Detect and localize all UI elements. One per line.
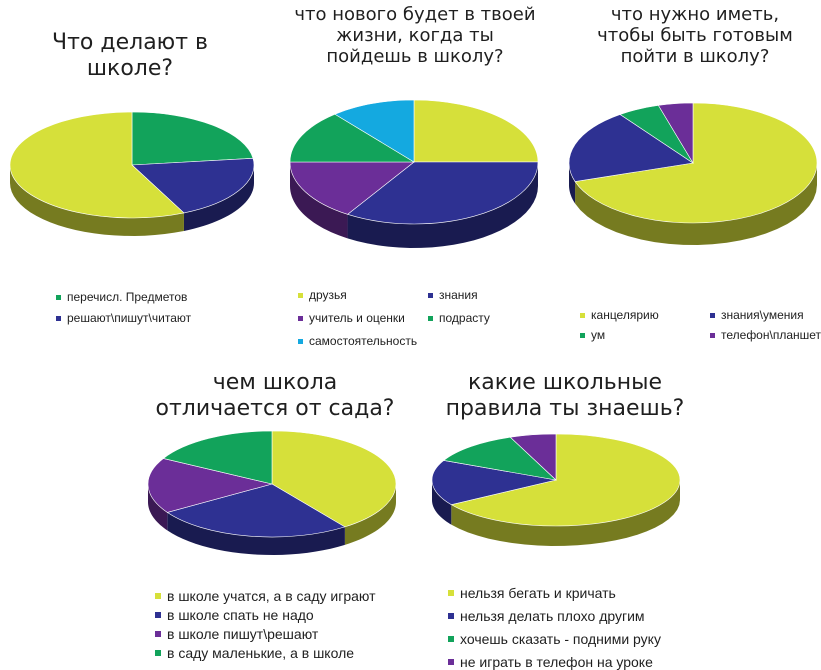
legend-item: канцелярию bbox=[580, 308, 659, 322]
legend-item: нельзя делать плохо другим bbox=[448, 608, 645, 624]
legend-item: перечисл. Предметов bbox=[56, 290, 187, 304]
legend-label: знания\умения bbox=[721, 308, 804, 322]
legend-swatch bbox=[428, 315, 433, 321]
legend-swatch bbox=[155, 650, 161, 656]
pie-slice-side bbox=[575, 163, 817, 245]
legend-label: друзья bbox=[309, 288, 347, 302]
legend-swatch bbox=[448, 590, 454, 596]
legend-label: в школе спать не надо bbox=[167, 607, 314, 623]
pie-slice-3 bbox=[289, 113, 416, 163]
legend-swatch bbox=[155, 593, 161, 599]
legend-label: в школе пишут\решают bbox=[167, 626, 319, 642]
legend-label: решают\пишут\читают bbox=[67, 311, 192, 325]
pie-slice-1 bbox=[568, 114, 694, 182]
pie-slice-2 bbox=[147, 458, 273, 513]
legend-label: телефон\планшет bbox=[721, 328, 821, 342]
pie-slice-4 bbox=[334, 99, 415, 163]
legend-item: в школе учатся, а в саду играют bbox=[155, 588, 376, 604]
legend-item: подрасту bbox=[428, 311, 490, 325]
legend-swatch bbox=[56, 294, 61, 300]
pie-slice-3 bbox=[657, 102, 694, 165]
legend-label: подрасту bbox=[439, 311, 490, 325]
legend-swatch bbox=[448, 636, 454, 642]
legend-item: учитель и оценки bbox=[298, 311, 405, 325]
legend-label: в школе учатся, а в саду играют bbox=[167, 588, 376, 604]
legend-label: не играть в телефон на уроке bbox=[460, 654, 653, 670]
legend-swatch bbox=[298, 292, 303, 298]
legend-swatch bbox=[710, 312, 715, 318]
legend-swatch bbox=[428, 292, 433, 298]
pie-slice-side bbox=[148, 484, 168, 531]
chart-title: чем школа отличается от сада? bbox=[155, 370, 395, 421]
pie-slice-2 bbox=[9, 111, 185, 219]
pie-slice-side bbox=[451, 480, 680, 546]
legend-item: в школе пишут\решают bbox=[155, 626, 318, 642]
legend-item: знания\умения bbox=[710, 308, 804, 322]
legend-swatch bbox=[155, 631, 161, 637]
chart-title: Что делают в школе? bbox=[52, 30, 208, 81]
legend-label: хочешь сказать - подними руку bbox=[460, 631, 661, 647]
legend-label: знания bbox=[439, 288, 478, 302]
legend-label: в саду маленькие, а в школе bbox=[167, 645, 355, 661]
legend-label: нельзя бегать и кричать bbox=[460, 585, 616, 601]
legend-label: самостоятельность bbox=[309, 334, 418, 348]
pie-slice-0 bbox=[271, 430, 397, 528]
legend-swatch bbox=[448, 659, 454, 665]
pie-slice-0 bbox=[413, 99, 539, 163]
legend-item: знания bbox=[428, 288, 478, 302]
legend-label: нельзя делать плохо другим bbox=[460, 608, 645, 624]
legend-label: учитель и оценки bbox=[309, 311, 405, 325]
pie-chart bbox=[147, 430, 397, 555]
legend-item: ум bbox=[580, 328, 605, 342]
legend-item: в школе спать не надо bbox=[155, 607, 314, 623]
legend-item: телефон\планшет bbox=[710, 328, 821, 342]
legend-item: хочешь сказать - подними руку bbox=[448, 631, 661, 647]
pie-slice-side bbox=[344, 484, 396, 545]
pie-slice-2 bbox=[289, 161, 415, 215]
pie-chart bbox=[9, 111, 255, 236]
pie-slice-side bbox=[432, 480, 452, 525]
pie-slice-1 bbox=[431, 460, 557, 505]
legend-item: в саду маленькие, а в школе bbox=[155, 645, 354, 661]
pie-chart bbox=[431, 433, 681, 546]
pie-chart bbox=[289, 99, 539, 248]
pie-slice-side bbox=[167, 512, 345, 555]
legend-swatch bbox=[448, 613, 454, 619]
pie-slice-1 bbox=[346, 161, 539, 225]
pie-slice-side bbox=[347, 162, 538, 248]
pie-slice-2 bbox=[443, 436, 557, 481]
pie-slice-0 bbox=[450, 433, 681, 527]
legend-swatch bbox=[710, 332, 715, 338]
pie-slice-3 bbox=[162, 430, 273, 485]
pie-slice-side bbox=[10, 165, 184, 236]
legend-item: друзья bbox=[298, 288, 347, 302]
legend-swatch bbox=[56, 315, 61, 321]
chart-title: что нужно иметь, чтобы быть готовым пойт… bbox=[597, 4, 793, 68]
pie-slice-side bbox=[290, 162, 348, 239]
chart-title: что нового будет в твоей жизни, когда ты… bbox=[294, 4, 536, 68]
legend-item: не играть в телефон на уроке bbox=[448, 654, 653, 670]
legend-item: нельзя бегать и кричать bbox=[448, 585, 616, 601]
legend-item: самостоятельность bbox=[298, 334, 417, 348]
legend-swatch bbox=[155, 612, 161, 618]
legend-item: решают\пишут\читают bbox=[56, 311, 191, 325]
pie-slice-3 bbox=[509, 433, 557, 481]
pie-chart bbox=[568, 102, 818, 245]
chart-title: какие школьные правила ты знаешь? bbox=[445, 370, 685, 421]
legend-swatch bbox=[298, 338, 303, 344]
legend-swatch bbox=[580, 312, 585, 318]
pie-slice-0 bbox=[574, 102, 818, 224]
pie-slice-side bbox=[183, 165, 254, 231]
legend-label: перечисл. Предметов bbox=[67, 290, 188, 304]
legend-label: ум bbox=[591, 328, 606, 342]
legend-label: канцелярию bbox=[591, 308, 659, 322]
pie-slice-1 bbox=[166, 483, 346, 538]
legend-swatch bbox=[580, 332, 585, 338]
legend-swatch bbox=[298, 315, 303, 321]
pie-slice-0 bbox=[131, 111, 254, 166]
pie-slice-1 bbox=[131, 158, 255, 214]
